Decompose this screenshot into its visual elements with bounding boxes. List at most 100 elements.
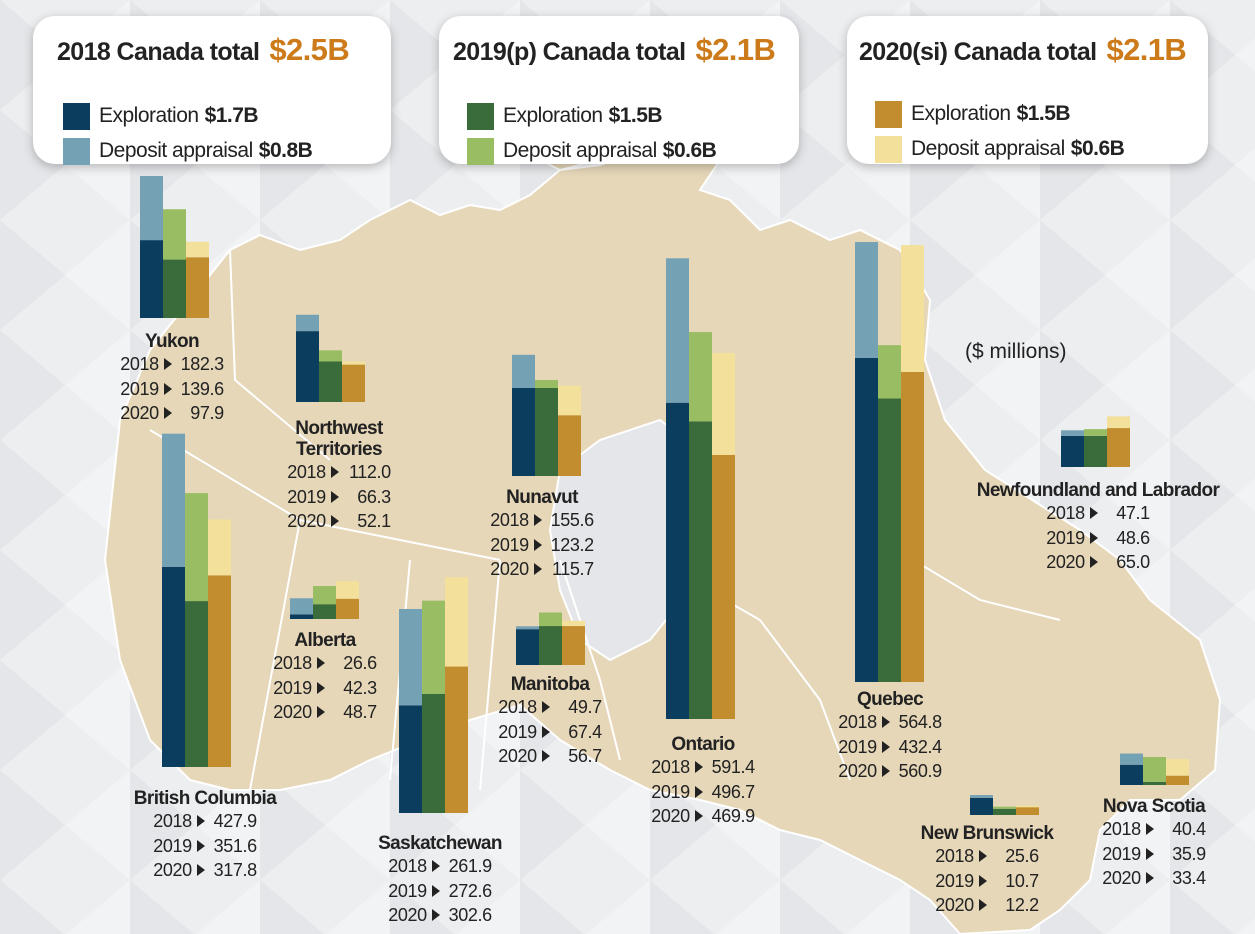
- play-triangle-icon: [541, 725, 550, 738]
- legend-2019: 2019(p) Canada total $2.1B Exploration $1.…: [439, 16, 799, 165]
- region-value-2019: 139.6: [180, 378, 224, 399]
- legend-row-exploration-2018: Exploration $1.7B: [63, 102, 259, 130]
- region-value-row-2020: 2020 56.7: [490, 744, 610, 769]
- legend-title-2018: 2018 Canada total $2.5B: [57, 32, 350, 67]
- year-label: 2020: [388, 905, 427, 925]
- region-label-northwest-territories: Northwest Territories 2018 112.0 2019 66.3 20…: [269, 418, 409, 534]
- region-value-2020: 65.0: [1116, 552, 1150, 572]
- region-name: Nunavut: [506, 487, 578, 508]
- play-triangle-icon: [163, 358, 172, 370]
- region-value-2018: 25.6: [1005, 846, 1039, 866]
- year-label: 2018: [838, 712, 877, 732]
- region-value-2018: 261.9: [448, 856, 492, 876]
- region-label-nova-scotia: Nova Scotia 2018 40.4 2019 35.9 2020 33.4: [1084, 796, 1224, 891]
- region-value-row-2018: 2018 49.7: [490, 695, 610, 720]
- region-value-2020: 48.7: [343, 702, 377, 722]
- legend-row-appraisal-2018: Deposit appraisal $0.8B: [63, 137, 313, 165]
- region-value-row-2018: 2018 47.1: [958, 501, 1238, 526]
- region-value-2020: 115.7: [552, 559, 594, 579]
- region-value-row-2019: 2019 35.9: [1084, 842, 1224, 867]
- year-label: 2019: [838, 736, 877, 757]
- play-triangle-icon: [694, 761, 703, 773]
- year-label: 2020: [287, 511, 326, 531]
- region-value-row-2020: 2020 317.8: [120, 858, 290, 883]
- region-value-2019: 42.3: [343, 677, 377, 698]
- region-value-row-2020: 2020 560.9: [830, 759, 950, 784]
- legend-2018: 2018 Canada total $2.5B Exploration $1.7B …: [33, 16, 391, 165]
- region-value-row-2018: 2018 591.4: [643, 755, 763, 780]
- region-value-row-2019: 2019 10.7: [902, 869, 1072, 894]
- play-triangle-icon: [1089, 556, 1098, 568]
- play-triangle-icon: [978, 899, 987, 911]
- play-triangle-icon: [541, 750, 550, 762]
- region-name: New Brunswick: [920, 823, 1054, 844]
- year-label: 2018: [120, 354, 159, 374]
- legend-row-appraisal-2019: Deposit appraisal $0.6B: [467, 137, 717, 165]
- region-value-2018: 182.3: [180, 354, 224, 374]
- play-triangle-icon: [694, 810, 703, 822]
- units-label: ($ millions): [965, 340, 1067, 363]
- play-triangle-icon: [330, 490, 339, 503]
- legend-title-2019: 2019(p) Canada total $2.1B: [453, 32, 776, 67]
- region-value-2019: 432.4: [898, 736, 942, 757]
- play-triangle-icon: [316, 706, 325, 718]
- region-value-row-2020: 2020 469.9: [643, 804, 763, 829]
- region-value-2020: 12.2: [1005, 895, 1039, 915]
- region-label-yukon: Yukon 2018 182.3 2019 139.6 2020 97.9: [112, 331, 232, 426]
- play-triangle-icon: [431, 860, 440, 872]
- region-value-row-2018: 2018 564.8: [830, 710, 950, 735]
- year-label: 2020: [498, 746, 537, 766]
- region-value-row-2019: 2019 48.6: [958, 526, 1238, 551]
- region-value-row-2020: 2020 65.0: [958, 550, 1238, 575]
- region-value-row-2018: 2018 40.4: [1084, 817, 1224, 842]
- play-triangle-icon: [196, 864, 205, 876]
- legend-swatch-appraisal-2020: [875, 135, 902, 163]
- region-value-2019: 10.7: [1005, 870, 1039, 891]
- play-triangle-icon: [1089, 507, 1098, 519]
- region-value-2018: 155.6: [550, 510, 594, 530]
- region-value-row-2019: 2019 272.6: [360, 879, 520, 904]
- year-label: 2020: [651, 806, 690, 826]
- play-triangle-icon: [694, 785, 703, 798]
- region-value-2019: 496.7: [711, 781, 755, 802]
- year-label: 2018: [273, 653, 312, 673]
- region-value-row-2019: 2019 432.4: [830, 735, 950, 760]
- play-triangle-icon: [881, 765, 890, 777]
- year-label: 2019: [498, 721, 537, 742]
- legend-swatch-exploration-2018: [63, 102, 90, 130]
- year-label: 2019: [1046, 527, 1085, 548]
- region-value-2018: 112.0: [349, 462, 391, 482]
- year-label: 2018: [153, 811, 192, 831]
- year-label: 2020: [273, 702, 312, 722]
- year-label: 2019: [388, 880, 427, 901]
- legend-row-appraisal-2020: Deposit appraisal $0.6B: [875, 135, 1125, 163]
- region-value-2018: 591.4: [711, 757, 755, 777]
- region-value-row-2019: 2019 66.3: [269, 485, 409, 510]
- region-value-2020: 52.1: [357, 511, 391, 531]
- play-triangle-icon: [1089, 531, 1098, 544]
- play-triangle-icon: [316, 681, 325, 694]
- region-value-row-2020: 2020 48.7: [265, 700, 385, 725]
- region-label-saskatchewan: Saskatchewan 2018 261.9 2019 272.6 2020 302.6: [360, 833, 520, 928]
- year-label: 2018: [498, 697, 537, 717]
- play-triangle-icon: [533, 563, 542, 575]
- region-value-row-2018: 2018 25.6: [902, 844, 1072, 869]
- region-value-row-2019: 2019 67.4: [490, 720, 610, 745]
- region-value-row-2020: 2020 52.1: [269, 509, 409, 534]
- region-value-row-2018: 2018 112.0: [269, 460, 409, 485]
- play-triangle-icon: [533, 538, 542, 551]
- play-triangle-icon: [163, 407, 172, 419]
- legend-total-2019: $2.1B: [695, 32, 776, 67]
- region-value-2019: 272.6: [448, 880, 492, 901]
- region-value-row-2019: 2019 42.3: [265, 676, 385, 701]
- year-label: 2020: [1046, 552, 1085, 572]
- region-value-2020: 33.4: [1172, 868, 1206, 888]
- region-value-row-2019: 2019 139.6: [112, 377, 232, 402]
- play-triangle-icon: [978, 874, 987, 887]
- legend-row-exploration-2019: Exploration $1.5B: [467, 102, 663, 130]
- region-value-row-2018: 2018 155.6: [482, 508, 602, 533]
- play-triangle-icon: [431, 909, 440, 921]
- play-triangle-icon: [541, 701, 550, 713]
- region-name: Quebec: [856, 689, 924, 710]
- region-name: Saskatchewan: [378, 833, 502, 854]
